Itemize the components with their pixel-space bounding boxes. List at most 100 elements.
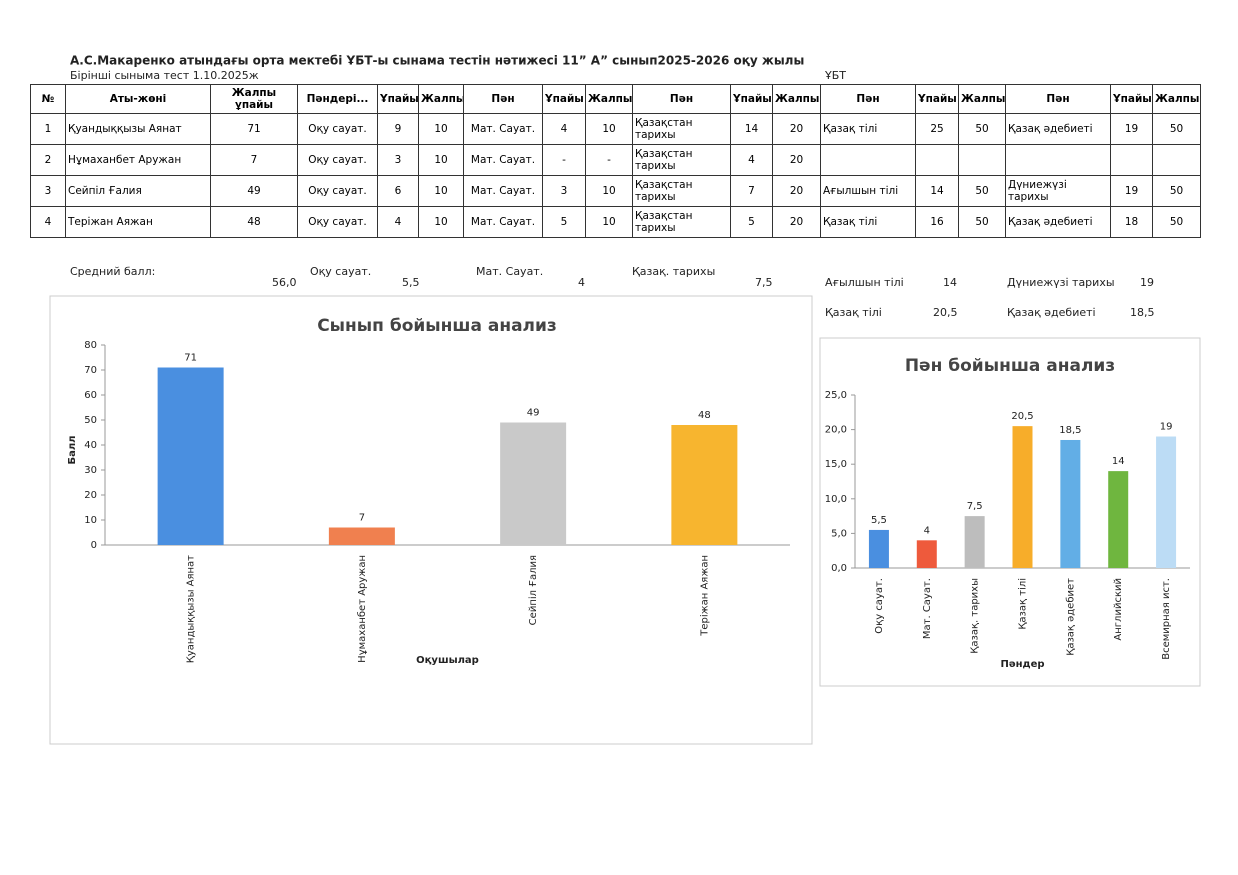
average-label: Қазақ әдебиеті xyxy=(1007,306,1096,319)
table-cell: 10 xyxy=(585,206,633,238)
x-tick-label: Сейпіл Ғалия xyxy=(527,555,539,625)
table-row: 2 Нұмаханбет Аружан 7 Оқу сауат. 3 10 Мат. Сау… xyxy=(30,144,1201,176)
average-value: 7,5 xyxy=(755,276,773,289)
x-tick-label: Английский xyxy=(1113,578,1124,641)
table-cell: Қазақ тілі xyxy=(820,206,916,238)
table-cell: 25 xyxy=(915,113,959,145)
data-label: 7,5 xyxy=(967,501,983,512)
table-cell xyxy=(1110,144,1153,176)
average-value: 5,5 xyxy=(402,276,420,289)
table-cell: Ағылшын тілі xyxy=(820,175,916,207)
table-cell: Жалпы ұпайы xyxy=(210,84,298,114)
x-tick-label: Теріжан Аяжан xyxy=(698,555,710,637)
y-axis-title: Балл xyxy=(67,435,78,464)
data-label: 14 xyxy=(1112,456,1125,467)
table-cell xyxy=(1152,144,1201,176)
x-axis-title: Оқушылар xyxy=(416,655,479,666)
table-cell: Қазақстан тарихы xyxy=(632,113,731,145)
table-row: 1 Қуандыққызы Аянат 71 Оқу сауат. 9 10 Мат. Са… xyxy=(30,113,1201,145)
y-tick-label: 80 xyxy=(84,340,97,351)
data-label: 71 xyxy=(184,353,197,364)
table-cell: 50 xyxy=(1152,206,1201,238)
table-cell: 20 xyxy=(772,206,821,238)
y-tick-label: 40 xyxy=(84,440,97,451)
average-label: Оқу сауат. xyxy=(310,265,371,278)
table-cell: Мат. Сауат. xyxy=(463,144,543,176)
average-value: 19 xyxy=(1140,276,1154,289)
bar xyxy=(328,527,395,545)
y-tick-label: 5,0 xyxy=(831,528,847,539)
y-tick-label: 20,0 xyxy=(825,425,847,436)
table-cell: 20 xyxy=(772,113,821,145)
table-cell: Аты-жөні xyxy=(65,84,211,114)
table-cell xyxy=(915,144,959,176)
data-label: 49 xyxy=(527,408,540,419)
table-cell: 7 xyxy=(730,175,773,207)
table-cell: 19 xyxy=(1110,175,1153,207)
table-cell: Қуандыққызы Аянат xyxy=(65,113,211,145)
table-cell xyxy=(820,144,916,176)
y-tick-label: 0 xyxy=(91,540,97,551)
table-cell: 2 xyxy=(30,144,66,176)
table-cell: Дүниежүзі тарихы xyxy=(1005,175,1111,207)
x-tick-label: Қуандыққызы Аянат xyxy=(186,555,197,663)
bar xyxy=(1060,439,1081,568)
table-cell: 4 xyxy=(30,206,66,238)
y-tick-label: 70 xyxy=(84,365,97,376)
average-value: 14 xyxy=(943,276,957,289)
table-cell: Қазақстан тарихы xyxy=(632,144,731,176)
table-cell: Ұпайы xyxy=(377,84,419,114)
table-cell: 49 xyxy=(210,175,298,207)
y-tick-label: 25,0 xyxy=(825,390,847,401)
table-cell: Пән xyxy=(1005,84,1111,114)
table-cell: Пән xyxy=(632,84,731,114)
table-cell: 14 xyxy=(915,175,959,207)
table-cell: 48 xyxy=(210,206,298,238)
doc-subtitle: Бірінші сыныма тест 1.10.2025ж xyxy=(70,69,259,82)
y-tick-label: 30 xyxy=(84,465,97,476)
table-cell: 5 xyxy=(542,206,586,238)
average-label: Қазақ. тарихы xyxy=(632,265,715,278)
table-cell: 50 xyxy=(958,113,1006,145)
y-tick-label: 60 xyxy=(84,390,97,401)
bar xyxy=(500,422,567,545)
x-tick-label: Мат. Сауат. xyxy=(922,578,933,639)
table-cell: Қазақстан тарихы xyxy=(632,175,731,207)
table-cell: 3 xyxy=(377,144,419,176)
x-tick-label: Қазақ. тарихы xyxy=(970,578,981,654)
table-cell: 5 xyxy=(730,206,773,238)
table-cell: Ұпайы xyxy=(915,84,959,114)
bar xyxy=(157,367,224,545)
table-cell: Оқу сауат. xyxy=(297,206,378,238)
table-row: 4 Теріжан Аяжан 48 Оқу сауат. 4 10 Мат. Сауат.… xyxy=(30,206,1201,238)
x-tick-label: Оқу сауат. xyxy=(874,578,885,634)
y-tick-label: 50 xyxy=(84,415,97,426)
table-cell: 10 xyxy=(585,113,633,145)
bar xyxy=(1156,436,1177,568)
data-label: 4 xyxy=(924,525,930,536)
table-cell: Қазақстан тарихы xyxy=(632,206,731,238)
bar xyxy=(1012,426,1033,568)
table-cell: 50 xyxy=(1152,175,1201,207)
chart-title: Сынып бойынша анализ xyxy=(317,316,557,336)
table-cell: Оқу сауат. xyxy=(297,175,378,207)
table-cell: - xyxy=(542,144,586,176)
x-tick-label: Нұмаханбет Аружан xyxy=(357,555,368,663)
table-cell: Сейпіл Ғалия xyxy=(65,175,211,207)
doc-title: А.С.Макаренко атындағы орта мектебі ҰБТ-… xyxy=(70,54,804,68)
table-cell: 20 xyxy=(772,144,821,176)
table-cell: Мат. Сауат. xyxy=(463,206,543,238)
data-label: 5,5 xyxy=(871,515,887,526)
data-label: 48 xyxy=(698,410,711,421)
table-cell: Ұпайы xyxy=(1110,84,1153,114)
x-axis-title: Пәндер xyxy=(1000,659,1044,670)
average-value: 4 xyxy=(578,276,585,289)
average-label: Дүниежүзі тарихы xyxy=(1007,276,1115,289)
table-cell: 4 xyxy=(730,144,773,176)
table-cell: Жалпы xyxy=(418,84,464,114)
table-cell: 3 xyxy=(30,175,66,207)
chart-frame xyxy=(819,337,1201,687)
table-cell: 50 xyxy=(958,206,1006,238)
table-cell: Мат. Сауат. xyxy=(463,175,543,207)
